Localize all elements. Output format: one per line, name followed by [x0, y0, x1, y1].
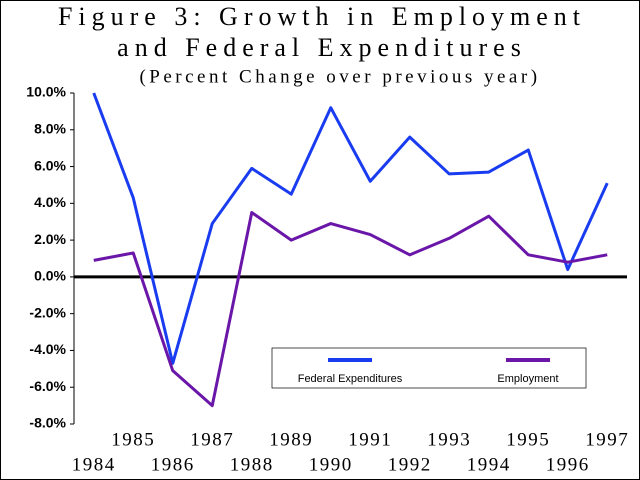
chart-subtitle: (Percent Change over previous year): [139, 66, 540, 87]
legend-box: [271, 347, 587, 389]
x-tick-label: 1990: [309, 454, 353, 475]
legend-label: Employment: [497, 373, 558, 385]
y-tick-label: -4.0%: [29, 341, 66, 357]
x-tick-label: 1989: [269, 429, 313, 450]
y-tick-label: 10.0%: [26, 84, 66, 100]
series-line: [93, 211, 608, 408]
x-tick-label: 1992: [388, 454, 432, 475]
y-tick-label: 8.0%: [34, 120, 66, 136]
x-tick-label: 1991: [348, 429, 392, 450]
y-tick-label: 2.0%: [34, 231, 66, 247]
y-tick-label: 4.0%: [34, 194, 66, 210]
y-tick-label: 0.0%: [34, 268, 66, 284]
x-tick-label: 1988: [230, 454, 274, 475]
y-tick-label: -2.0%: [29, 304, 66, 320]
series-line: [92, 92, 609, 365]
chart-title: and Federal Expenditures: [117, 33, 527, 62]
x-tick-label: 1984: [72, 454, 116, 475]
x-tick-label: 1997: [585, 429, 629, 450]
chart-title: Figure 3: Growth in Employment: [58, 2, 586, 31]
x-tick-label: 1986: [151, 454, 195, 475]
x-tick-label: 1987: [190, 429, 234, 450]
y-tick-label: 6.0%: [34, 157, 66, 173]
y-tick-label: -6.0%: [29, 378, 66, 394]
x-tick-label: 1994: [467, 454, 511, 475]
y-tick-label: -8.0%: [29, 415, 66, 431]
legend-label: Federal Expenditures: [298, 373, 403, 385]
x-tick-label: 1995: [506, 429, 550, 450]
x-tick-label: 1993: [427, 429, 471, 450]
x-tick-label: 1996: [546, 454, 590, 475]
x-tick-label: 1985: [111, 429, 155, 450]
